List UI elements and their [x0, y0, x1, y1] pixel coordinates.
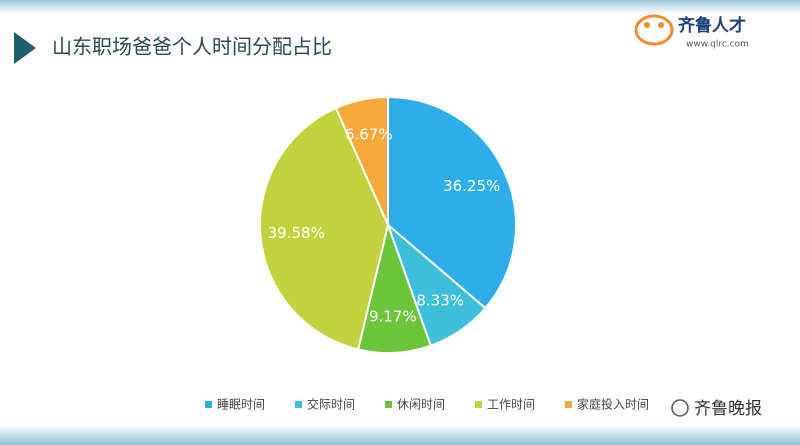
background-bottom [0, 425, 800, 445]
legend-label: 休闲时间 [397, 398, 445, 412]
data-label: 39.58% [268, 224, 325, 242]
data-label: 9.17% [369, 308, 417, 326]
logo-eye [658, 22, 664, 28]
pie-chart: 36.25% 8.33%9.17% 39.58% 6.67% 睡眠时间 交际时间 休闲时间 工… [205, 95, 649, 412]
legend-label: 家庭投入时间 [577, 397, 649, 412]
data-label: 8.33% [416, 291, 464, 309]
legend-label: 工作时间 [487, 398, 535, 412]
pie-slice [387, 95, 517, 310]
legend-label: 交际时间 [307, 397, 355, 412]
logo-eye [644, 22, 650, 28]
logo-name: 齐鲁人才 [678, 15, 746, 36]
watermark: 齐鲁晚报 [664, 394, 794, 422]
data-label: 6.67% [345, 125, 393, 143]
logo-icon [634, 14, 674, 46]
watermark-text: 齐鲁晚报 [694, 399, 762, 419]
background-top [0, 0, 800, 14]
legend-swatch [565, 401, 572, 408]
legend-swatch [295, 401, 302, 408]
legend-label: 睡眠时间 [217, 398, 265, 412]
data-label: 36.25% [443, 177, 500, 195]
logo: 齐鲁人才 www.qlrc.com [634, 14, 749, 50]
pie-slice [334, 95, 389, 226]
watermark-bg [664, 394, 794, 422]
chart-title: 山东职场爸爸个人时间分配占比 [52, 35, 332, 59]
pie-slice [259, 106, 390, 351]
watermark-icon [671, 399, 689, 417]
logo-url: www.qlrc.com [686, 40, 749, 50]
legend-swatch [385, 401, 392, 408]
title-marker [14, 32, 36, 64]
legend-swatch [205, 401, 212, 408]
legend-swatch [475, 401, 482, 408]
